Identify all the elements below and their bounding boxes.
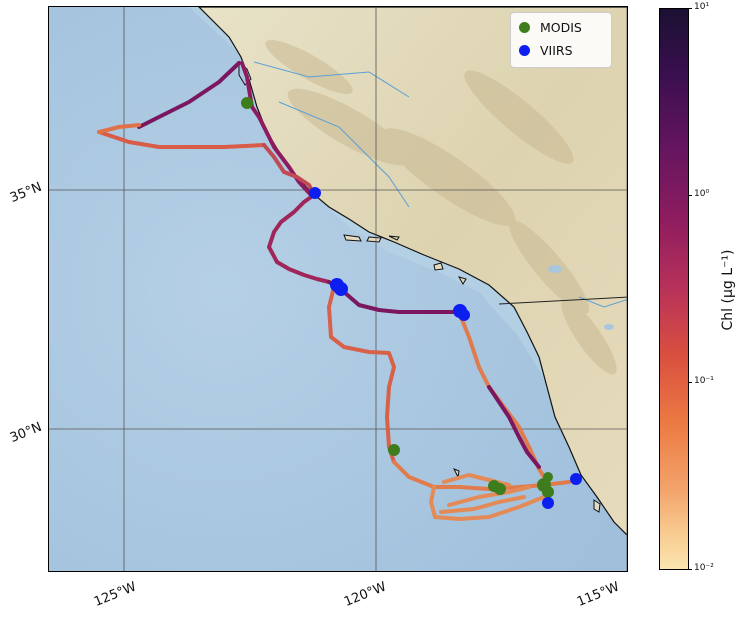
colorbar-tick-10-neg2: 10⁻² bbox=[694, 563, 714, 573]
colorbar-tick-10-neg1: 10⁻¹ bbox=[694, 376, 714, 386]
longitude-label-125: 125°W bbox=[92, 579, 139, 610]
colorbar-tick-10-1: 10¹ bbox=[694, 2, 710, 12]
map-panel bbox=[48, 6, 628, 572]
viirs-marker-icon bbox=[519, 45, 530, 56]
cruise-track bbox=[97, 61, 571, 521]
legend-label-viirs: VIIRS bbox=[540, 43, 573, 58]
colorbar bbox=[659, 8, 689, 570]
viirs-markers bbox=[309, 187, 582, 509]
colorbar-title: Chl (μg L⁻¹) bbox=[720, 249, 736, 331]
colorbar-tick-10-0: 10⁰ bbox=[694, 189, 710, 199]
state-border bbox=[498, 296, 627, 305]
legend-item-viirs: VIIRS bbox=[519, 43, 573, 58]
rivers bbox=[253, 61, 627, 308]
modis-marker-icon bbox=[519, 22, 530, 33]
modis-markers bbox=[241, 97, 554, 498]
latitude-label-35: 35°N bbox=[8, 179, 45, 206]
graticule bbox=[49, 7, 627, 571]
legend: MODIS VIIRS bbox=[510, 12, 612, 68]
legend-label-modis: MODIS bbox=[540, 20, 582, 35]
inland-lakes bbox=[548, 265, 614, 330]
longitude-label-115: 115°W bbox=[575, 579, 622, 610]
legend-item-modis: MODIS bbox=[519, 20, 582, 35]
latitude-label-30: 30°N bbox=[8, 419, 45, 446]
map-canvas bbox=[49, 7, 627, 571]
channel-islands bbox=[343, 234, 601, 513]
longitude-label-120: 120°W bbox=[342, 579, 389, 610]
